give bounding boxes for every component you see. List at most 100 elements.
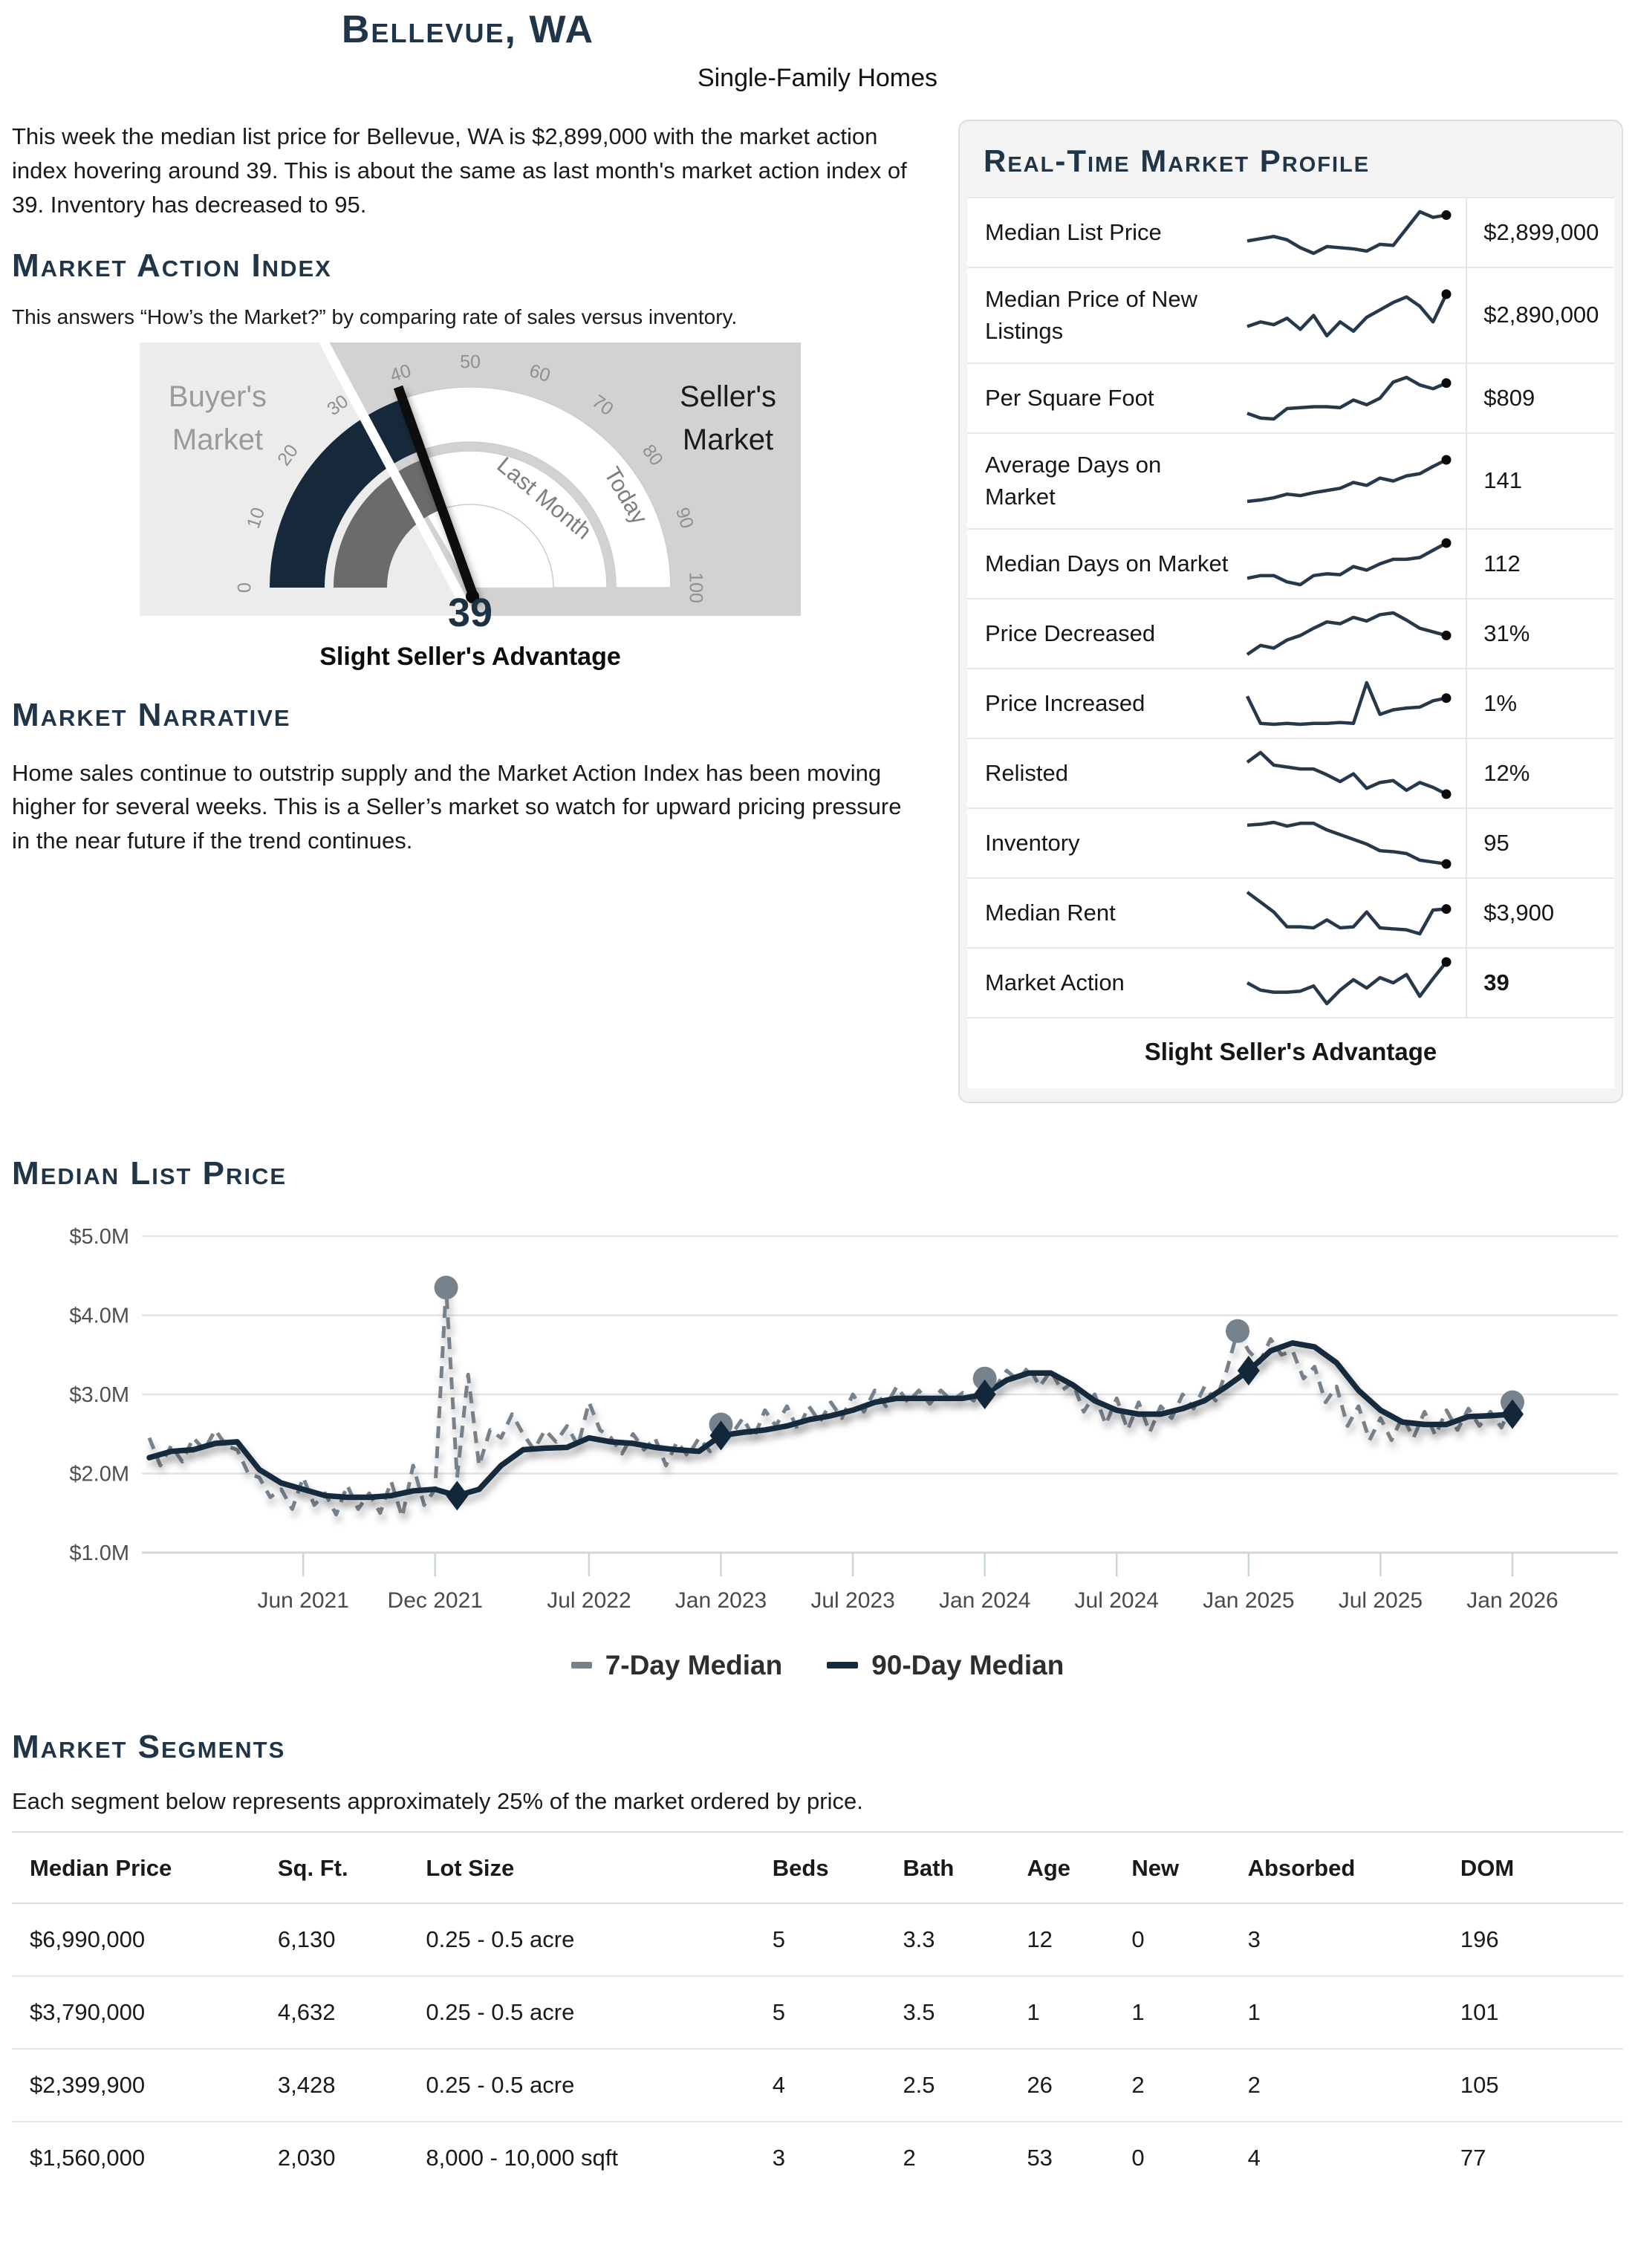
profile-row: Inventory 95 [967,807,1614,878]
chart-legend: 7-Day Median 90-Day Median [12,1650,1623,1681]
heading-market-action-index: Market Action Index [12,247,332,284]
profile-row-label: Average Days on Market [967,432,1235,529]
sparkline-chart [1246,375,1452,421]
segments-cell: 2 [903,2144,916,2171]
segments-cell: 1 [1027,1975,1132,2050]
segments-cell: 0.25 - 0.5 acre [426,2048,773,2122]
marker-diamond [973,1379,996,1409]
sparkline-chart [1246,611,1452,656]
sparkline-chart [1246,209,1452,256]
segments-cell: 26 [1027,2048,1132,2122]
series-90day-line [146,1339,1515,1500]
sparkline-chart [1246,538,1452,586]
profile-row-sparkline [1234,597,1467,669]
profile-row-value: 112 [1466,527,1614,599]
gauge-sellers-market-label: Market [683,423,773,456]
segments-cell: 3 [772,2144,785,2171]
y-axis-label: $1.0M [69,1541,129,1565]
segments-cell: 1 [1131,1975,1248,2050]
segments-cell: 2,030 [277,2144,336,2171]
marker-diamond [446,1480,469,1510]
segments-column-header: DOM [1460,1830,1623,1904]
profile-row-value: 31% [1466,597,1614,669]
segments-cell: 4 [1247,2144,1261,2171]
segments-cell: 196 [1460,1903,1623,1977]
profile-row-sparkline [1234,807,1467,878]
x-axis-label: Jan 2023 [675,1588,767,1613]
sparkline-chart [1246,289,1452,338]
segments-row: $1,560,000 2,030 8,000 - 10,000 sqft 3 2 53 0 4… [12,2122,1623,2194]
segments-cell: 2 [1131,2048,1248,2122]
segments-column-header: Age [1027,1830,1132,1904]
sparkline-chart [1246,890,1452,935]
profile-row: Median Price of New Listings $2,890,000 [967,267,1614,363]
segments-column-header: New [1131,1830,1248,1904]
segments-cell: 4 [772,2048,903,2122]
segments-column-header: Beds [772,1830,903,1904]
x-axis-label: Jun 2021 [257,1588,348,1613]
profile-row-value: $809 [1466,362,1614,433]
sparkline-chart [1247,455,1452,504]
heading-median-list-price: Median List Price [12,1154,287,1192]
profile-row-value: 39 [1466,946,1614,1018]
gauge-sellers-market-label: Seller's [680,380,776,413]
marker-circle [1226,1319,1250,1343]
profile-row-sparkline [1234,267,1467,363]
segments-cell: 0.25 - 0.5 acre [426,1903,773,1977]
profile-row: Median Rent $3,900 [967,877,1614,948]
segments-cell: 5 [772,1975,903,2050]
segments-cell: 0 [1131,1903,1248,1977]
segments-column-header: Sq. Ft. [277,1830,426,1904]
segments-cell: 101 [1460,1975,1623,2050]
segments-row: $3,790,000 4,632 0.25 - 0.5 acre 5 3.5 1 1 1 101 [12,1975,1623,2050]
segments-cell: $3,790,000 [12,1975,278,2050]
profile-row-value: 12% [1466,737,1614,808]
profile-row-label: Price Increased [967,667,1235,738]
segments-cell: 0 [1131,2144,1145,2171]
sparkline-chart [1247,820,1452,869]
profile-row-value: 141 [1466,432,1614,529]
heading-market-narrative: Market Narrative [12,696,291,733]
profile-row-value: $2,890,000 [1466,267,1614,363]
segments-cell: 3,428 [277,2048,426,2122]
x-axis-label: Jul 2022 [547,1588,631,1613]
segments-cell: 77 [1460,2144,1486,2171]
segments-cell: 0.25 - 0.5 acre [426,1975,773,2050]
profile-row-label: Median List Price [967,197,1235,267]
profile-row-sparkline [1234,877,1467,948]
profile-row: Average Days on Market 141 [967,432,1614,529]
profile-row-label: Price Decreased [967,597,1235,669]
profile-row: Per Square Foot $809 [967,362,1614,433]
profile-row-value: 1% [1466,667,1614,738]
segments-column-header: Median Price [12,1830,278,1904]
gauge-needle [393,385,481,603]
profile-row-label: Per Square Foot [967,362,1235,433]
legend-swatch-90day-icon [827,1662,859,1669]
legend-item-90day: 90-Day Median [827,1650,1064,1681]
profile-row-value: 95 [1466,807,1614,878]
page-subtitle: Single-Family Homes [697,64,938,92]
profile-row-label: Market Action [967,946,1235,1018]
gauge-buyers-market-label: Buyer's [169,380,267,413]
segments-cell: $6,990,000 [12,1903,278,1977]
legend-swatch-7day-icon [571,1662,592,1669]
market-narrative-text: Home sales continue to outstrip supply a… [12,759,902,854]
profile-row-value: $3,900 [1466,877,1614,948]
segments-row: $2,399,900 3,428 0.25 - 0.5 acre 4 2.5 26 2 2 10… [12,2048,1623,2122]
segments-cell: 2 [1247,2048,1460,2122]
y-axis-label: $3.0M [69,1383,129,1407]
segments-cell: 12 [1027,1903,1132,1977]
segments-cell: 53 [1027,2144,1053,2171]
profile-row-label: Median Price of New Listings [967,267,1235,363]
heading-market-segments: Market Segments [12,1728,286,1765]
x-axis-label: Jul 2024 [1075,1588,1159,1613]
segments-cell: $2,399,900 [12,2048,278,2122]
profile-row-sparkline [1234,197,1467,267]
marker-diamond [709,1420,732,1450]
profile-row-label: Inventory [967,807,1235,878]
sparkline-chart [1246,957,1452,1005]
y-axis-label: $2.0M [69,1462,129,1486]
gauge-status-label: Slight Seller's Advantage [319,642,621,671]
profile-row: Relisted 12% [967,737,1614,808]
profile-row-sparkline [1234,737,1467,808]
